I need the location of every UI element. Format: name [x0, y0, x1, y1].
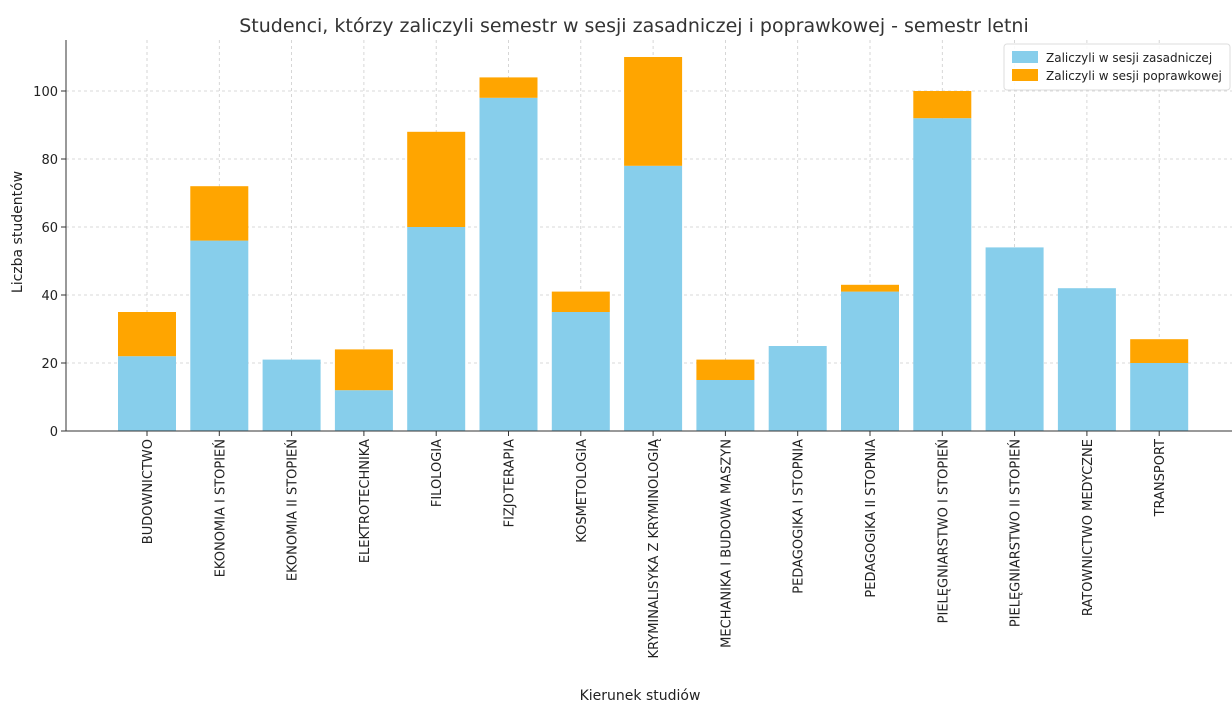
bar-main-session — [407, 227, 466, 431]
x-tick-label: EKONOMIA I STOPIEŃ — [212, 439, 228, 577]
bar-main-session — [1057, 288, 1116, 431]
legend: Zaliczyli w sesji zasadniczej Zaliczyli w… — [1003, 43, 1231, 91]
bar-retake-session — [551, 291, 610, 312]
bar-main-session — [262, 359, 321, 431]
x-tick-label: KRYMINALISYKA Z KRYMINOLOGIĄ — [647, 438, 662, 659]
legend-entry: Zaliczyli w sesji poprawkowej — [1046, 69, 1222, 83]
x-tick-label: PIELĘGNIARSTWO I STOPIEŃ — [935, 439, 951, 623]
y-tick-label: 40 — [41, 289, 58, 304]
bar-main-session — [479, 97, 538, 432]
y-tick-label: 100 — [33, 85, 58, 100]
y-tick-label: 60 — [41, 221, 58, 236]
bar-retake-session — [479, 77, 538, 98]
legend-swatch — [1012, 51, 1038, 63]
bar-main-session — [551, 312, 610, 431]
bar-retake-session — [624, 57, 683, 166]
x-tick-label: FIZJOTERAPIA — [503, 439, 518, 528]
bar-retake-session — [334, 349, 393, 391]
x-tick-label: PEDAGOGIKA II STOPNIA — [864, 439, 879, 598]
x-ticks: BUDOWNICTWO EKONOMIA I STOPIEŃ EKONOMIA II… — [141, 431, 1168, 658]
bar-retake-session — [190, 186, 249, 241]
y-tick-label: 80 — [41, 153, 58, 168]
bar-main-session — [334, 390, 393, 431]
legend-box — [1003, 43, 1231, 91]
x-tick-label: KOSMETOLOGIA — [575, 439, 590, 543]
x-tick-label: BUDOWNICTWO — [141, 439, 156, 544]
x-tick-label: TRANSPORT — [1153, 439, 1168, 517]
y-tick-label: 20 — [41, 357, 58, 372]
y-ticks: 0 20 40 60 80 100 — [33, 85, 66, 440]
bar-retake-session — [1130, 339, 1189, 363]
legend-entry: Zaliczyli w sesji zasadniczej — [1046, 51, 1212, 65]
bar-retake-session — [913, 91, 972, 119]
x-tick-label: MECHANIKA I BUDOWA MASZYN — [719, 439, 734, 648]
chart-title: Studenci, którzy zaliczyli semestr w ses… — [239, 15, 1029, 37]
bar-main-session — [624, 165, 683, 432]
x-tick-label: ELEKTROTECHNIKA — [358, 439, 373, 563]
bar-main-session — [190, 240, 249, 431]
bar-main-session — [118, 356, 176, 431]
bar-retake-session — [118, 312, 176, 357]
y-axis-label: Liczba studentów — [10, 171, 26, 293]
x-tick-label: EKONOMIA II STOPIEŃ — [285, 439, 301, 581]
bar-retake-session — [696, 359, 755, 380]
bar-main-session — [696, 380, 755, 431]
x-tick-label: FILOLOGIA — [430, 439, 445, 507]
x-tick-label: PEDAGOGIKA I STOPNIA — [792, 439, 807, 594]
bars — [118, 57, 1189, 432]
bar-main-session — [768, 346, 827, 431]
x-tick-label: RATOWNICTWO MEDYCZNE — [1081, 439, 1096, 616]
bar-main-session — [1130, 363, 1189, 431]
bar-retake-session — [841, 284, 899, 292]
bar-main-session — [841, 291, 899, 431]
legend-swatch — [1012, 69, 1038, 81]
x-axis-label: Kierunek studiów — [580, 688, 701, 704]
axes — [65, 40, 1232, 432]
x-tick-label: PIELĘGNIARSTWO II STOPIEŃ — [1008, 439, 1024, 627]
bar-main-session — [913, 118, 972, 431]
bar-retake-session — [407, 131, 466, 227]
bar-main-session — [985, 247, 1044, 431]
y-tick-label: 0 — [50, 425, 58, 440]
